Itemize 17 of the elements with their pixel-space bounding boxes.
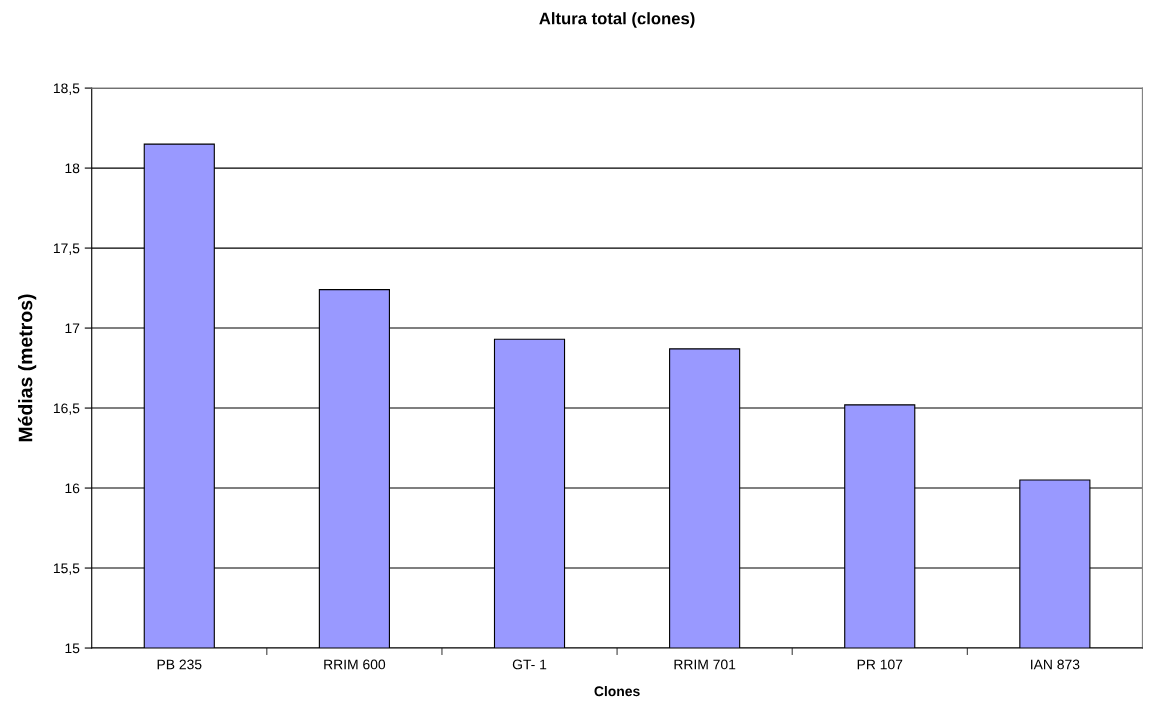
y-tick-label: 15 — [65, 643, 80, 654]
x-tick-label: RRIM 701 — [674, 659, 736, 670]
x-tick-label: PR 107 — [857, 659, 903, 670]
x-tick-label: IAN 873 — [1031, 659, 1080, 670]
x-tick-label: GT- 1 — [512, 659, 547, 670]
y-tick-label: 15,5 — [53, 563, 80, 575]
x-axis-title: Clones — [594, 685, 640, 697]
x-tick-label: RRIM 600 — [324, 659, 386, 670]
chart-title: Altura total (clones) — [539, 12, 695, 28]
y-tick-label: 16,5 — [53, 403, 80, 415]
y-tick-label: 17,5 — [53, 243, 80, 255]
y-tick-label: 18,5 — [53, 83, 80, 95]
y-tick-label: 17 — [65, 323, 80, 334]
y-tick-label: 16 — [65, 483, 80, 494]
y-axis-title: Médias (metros) — [17, 294, 37, 442]
x-tick-label: PB 235 — [157, 659, 202, 670]
y-tick-label: 18 — [65, 163, 80, 174]
